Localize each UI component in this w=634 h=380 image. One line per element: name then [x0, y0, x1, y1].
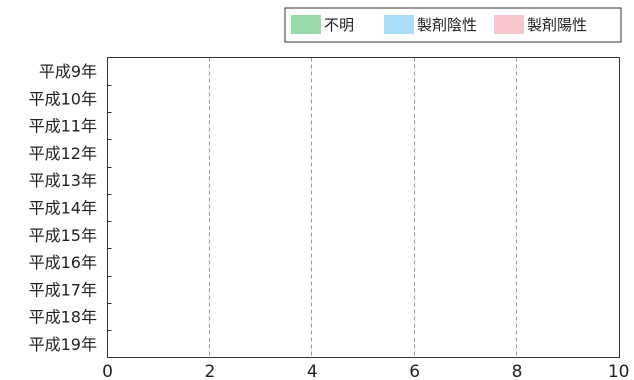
- legend-label: 製剤陰性: [417, 16, 477, 34]
- category-labels: 平成9年平成10年平成11年平成12年平成13年平成14年平成15年平成16年平…: [29, 62, 97, 354]
- legend-label: 不明: [324, 16, 354, 34]
- category-label: 平成17年: [29, 280, 97, 299]
- x-tick-label: 8: [512, 362, 523, 380]
- x-axis-tick-labels: 0 2 4 6 8 10: [102, 362, 629, 380]
- category-label: 平成13年: [29, 171, 97, 190]
- x-tick-label: 6: [409, 362, 420, 380]
- plot-area: [107, 57, 620, 358]
- category-label: 平成19年: [29, 335, 97, 354]
- legend-swatch: [494, 15, 524, 34]
- category-label: 平成15年: [29, 226, 97, 245]
- legend: 不明 製剤陰性 製剤陽性: [284, 7, 622, 43]
- x-tick-label: 2: [204, 362, 215, 380]
- category-label: 平成9年: [39, 62, 97, 81]
- legend-label: 製剤陽性: [527, 16, 587, 34]
- legend-swatch: [291, 15, 321, 34]
- category-label: 平成18年: [29, 308, 97, 327]
- legend-swatch: [384, 15, 414, 34]
- x-tick-label: 10: [608, 362, 630, 380]
- x-tick-label: 0: [102, 362, 113, 380]
- category-label: 平成10年: [29, 89, 97, 108]
- legend-box: [284, 7, 622, 43]
- category-label: 平成11年: [29, 117, 97, 136]
- category-label: 平成12年: [29, 144, 97, 163]
- x-tick-label: 4: [307, 362, 318, 380]
- grid: [209, 57, 517, 358]
- category-label: 平成16年: [29, 253, 97, 272]
- category-label: 平成14年: [29, 199, 97, 218]
- category-ticks: [107, 85, 112, 331]
